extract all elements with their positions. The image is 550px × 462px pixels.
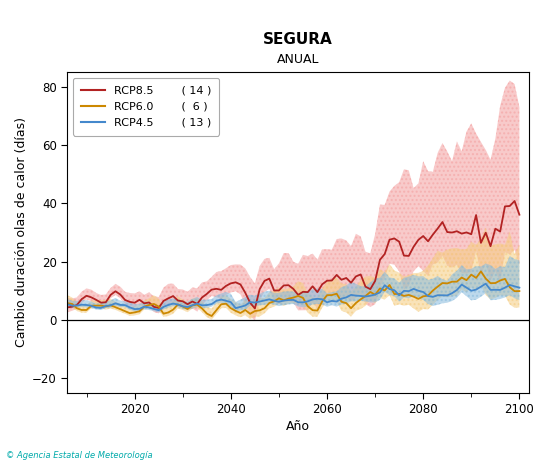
Text: © Agencia Estatal de Meteorología: © Agencia Estatal de Meteorología <box>6 451 152 460</box>
Legend: RCP8.5        ( 14 ), RCP6.0        (  6 ), RCP4.5        ( 13 ): RCP8.5 ( 14 ), RCP6.0 ( 6 ), RCP4.5 ( 13… <box>73 78 219 136</box>
Y-axis label: Cambio duración olas de calor (días): Cambio duración olas de calor (días) <box>15 117 28 347</box>
Text: ANUAL: ANUAL <box>277 53 320 66</box>
Text: SEGURA: SEGURA <box>263 32 333 47</box>
X-axis label: Año: Año <box>286 420 310 433</box>
